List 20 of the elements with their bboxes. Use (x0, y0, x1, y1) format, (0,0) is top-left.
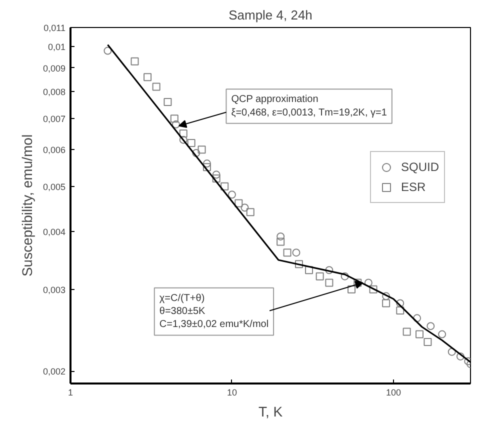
y-tick-label: 0,011 (44, 23, 66, 33)
legend-label: ESR (401, 180, 426, 194)
y-tick-label: 0,002 (42, 366, 66, 377)
annotation: QCP approximation ξ=0,468, ε=0,0013, Tm=19,2K, γ=1 (231, 94, 388, 118)
annotation: χ=C/(T+θ) θ=380±5K C=1,39±0,02 emu*K/mol (159, 292, 269, 330)
x-tick-label: 100 (386, 388, 401, 398)
chart-title: Sample 4, 24h (228, 8, 312, 22)
y-tick-label: 0,003 (42, 284, 66, 295)
y-axis-title: Susceptibility, emu/mol (18, 134, 35, 277)
y-tick-label: 0,005 (42, 182, 66, 192)
x-tick-label: 10 (226, 388, 237, 398)
y-tick-label: 0,006 (42, 145, 66, 156)
x-axis-title: T, K (258, 404, 284, 420)
y-tick-label: 0,004 (42, 226, 66, 237)
y-tick-label: 0,009 (42, 63, 66, 74)
y-tick-label: 0,008 (42, 87, 66, 98)
x-tick-label: 1 (68, 388, 74, 398)
legend-label: SQUID (401, 160, 440, 174)
y-tick-label: 0,007 (42, 114, 66, 124)
y-tick-label: 0,01 (48, 42, 66, 52)
